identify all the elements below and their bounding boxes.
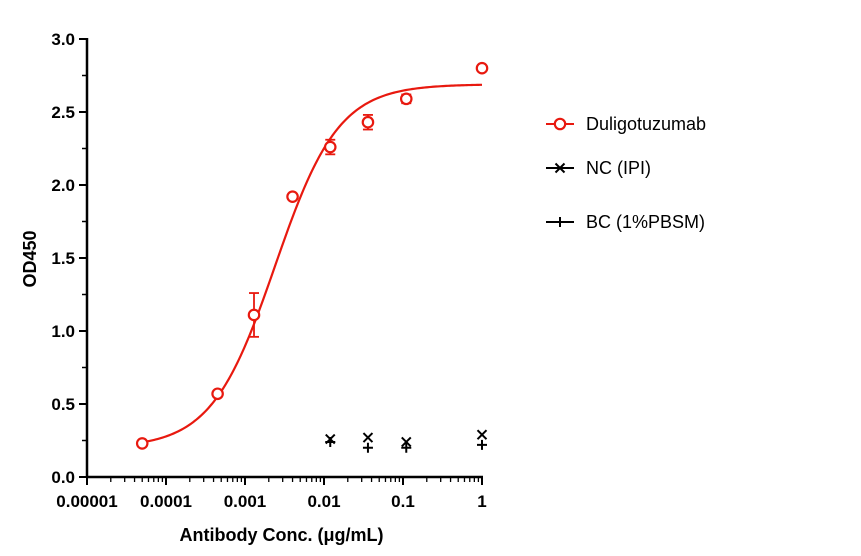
x-tick-label: 0.01: [307, 492, 340, 511]
data-point: [399, 92, 413, 106]
y-tick-label: 0.5: [51, 395, 75, 414]
legend-marker: [554, 162, 566, 174]
legend: Duligotuzumab NC (IPI) BC (1%PBSM): [546, 114, 706, 232]
y-tick-label: 0.0: [51, 468, 75, 487]
data-point: [286, 190, 299, 203]
fit-curve-duligotuzumab: [142, 83, 483, 444]
legend-marker: [553, 117, 567, 131]
data-point: [475, 61, 489, 75]
data-point: [211, 387, 224, 401]
data-point: [401, 436, 412, 448]
data-point: [135, 437, 149, 450]
legend-item-0: Duligotuzumab: [546, 114, 706, 134]
data-point: [401, 442, 412, 453]
x-tick-label: 0.0001: [140, 492, 192, 511]
x-axis-title: Antibody Conc. (μg/mL): [180, 525, 384, 545]
y-tick-label: 1.5: [51, 249, 75, 268]
y-tick-label: 1.0: [51, 322, 75, 341]
y-tick-label: 2.0: [51, 176, 75, 195]
data-point: [325, 436, 336, 447]
legend-label: Duligotuzumab: [586, 114, 706, 134]
y-tick-label: 2.5: [51, 103, 75, 122]
y-axis-title: OD450: [20, 230, 40, 287]
plot-area: [135, 61, 489, 453]
series-0: [135, 61, 489, 450]
x-tick-label: 0.00001: [56, 492, 117, 511]
legend-marker: [555, 217, 565, 227]
y-tick-label: 3.0: [51, 30, 75, 49]
data-point: [362, 432, 374, 443]
legend-item-2: BC (1%PBSM): [546, 212, 705, 232]
x-tick-label: 1: [477, 492, 486, 511]
data-point: [247, 308, 261, 322]
data-point: [477, 439, 487, 450]
x-tick-label: 0.001: [224, 492, 267, 511]
legend-item-1: NC (IPI): [546, 158, 651, 178]
data-point: [362, 442, 373, 453]
legend-label: NC (IPI): [586, 158, 651, 178]
data-point: [476, 429, 488, 440]
series-2: [325, 436, 487, 453]
legend-label: BC (1%PBSM): [586, 212, 705, 232]
data-point: [323, 140, 337, 154]
data-point: [361, 115, 375, 129]
axes: 0.0 0.5 1.0 1.5 2.0 2.5 3.0 0.00001 0.0001 0.001 0…: [51, 30, 486, 511]
x-tick-label: 0.1: [391, 492, 415, 511]
